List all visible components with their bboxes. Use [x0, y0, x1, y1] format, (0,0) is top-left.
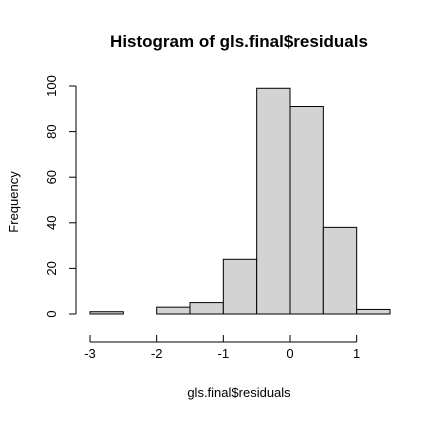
histogram-bar: [189, 302, 224, 315]
y-tick-label: 80: [44, 124, 59, 138]
y-tick-label: 40: [44, 216, 59, 230]
x-tick-label: 1: [353, 346, 360, 361]
y-axis: 0 20 40 60 80 100: [44, 75, 77, 318]
histogram-bar: [356, 308, 391, 315]
chart-title: Histogram of gls.final$residuals: [110, 32, 368, 51]
bars-layer: [89, 87, 391, 315]
x-tick-label: -2: [151, 346, 163, 361]
histogram-bar: [89, 311, 124, 315]
histogram-bar: [289, 106, 324, 315]
y-tick-label: 60: [44, 170, 59, 184]
histogram-bar: [322, 226, 358, 315]
x-tick-label: -1: [218, 346, 230, 361]
y-tick-label: 20: [44, 261, 59, 275]
histogram-bar: [256, 87, 291, 315]
x-axis-label: gls.final$residuals: [187, 385, 291, 400]
histogram-bar: [156, 306, 191, 315]
x-axis: -3 -2 -1 0 1: [84, 335, 360, 361]
y-tick-label: 0: [44, 310, 59, 317]
y-tick-label: 100: [44, 75, 59, 97]
y-axis-label: Frequency: [6, 171, 21, 233]
x-tick-label: 0: [286, 346, 293, 361]
x-tick-label: -3: [84, 346, 96, 361]
histogram-bar: [222, 258, 258, 315]
